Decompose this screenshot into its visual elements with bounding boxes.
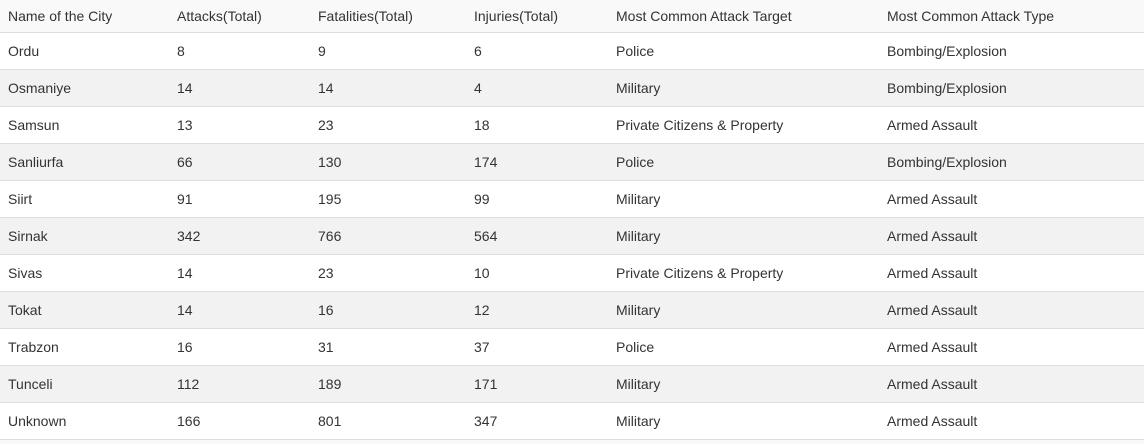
cell-city: Tokat bbox=[0, 291, 169, 329]
cell-attack-type: Armed Assault bbox=[879, 106, 1144, 144]
cell-attack-target: Military bbox=[608, 69, 879, 107]
cell-injuries: 174 bbox=[466, 143, 608, 181]
cell-attacks: 112 bbox=[169, 365, 310, 403]
cell-attacks: 16 bbox=[169, 328, 310, 366]
cell-attack-type: Bombing/Explosion bbox=[879, 32, 1144, 70]
cell-city: Osmaniye bbox=[0, 69, 169, 107]
cell-fatalities: 14 bbox=[310, 69, 466, 107]
table-header: Name of the City Attacks(Total) Fataliti… bbox=[0, 0, 1144, 33]
cell-fatalities: 16 bbox=[310, 291, 466, 329]
cell-city: Samsun bbox=[0, 106, 169, 144]
cell-attack-type: Armed Assault bbox=[879, 217, 1144, 255]
table-row: Trabzon 16 31 37 Police Armed Assault bbox=[0, 328, 1144, 366]
cell-city: Tunceli bbox=[0, 365, 169, 403]
cell-attacks: 342 bbox=[169, 217, 310, 255]
cell-attacks: 66 bbox=[169, 143, 310, 181]
table-row: Samsun 13 23 18 Private Citizens & Prope… bbox=[0, 106, 1144, 144]
table-body: Ordu 8 9 6 Police Bombing/Explosion Osma… bbox=[0, 32, 1144, 440]
header-row: Name of the City Attacks(Total) Fataliti… bbox=[0, 0, 1144, 33]
cell-attacks: 14 bbox=[169, 291, 310, 329]
cell-attack-target: Private Citizens & Property bbox=[608, 106, 879, 144]
cell-attack-target: Police bbox=[608, 143, 879, 181]
cell-attacks: 14 bbox=[169, 254, 310, 292]
cell-city: Sirnak bbox=[0, 217, 169, 255]
cell-injuries: 564 bbox=[466, 217, 608, 255]
cell-injuries: 347 bbox=[466, 402, 608, 440]
cell-attacks: 166 bbox=[169, 402, 310, 440]
cell-attack-target: Military bbox=[608, 180, 879, 218]
table-row: Tokat 14 16 12 Military Armed Assault bbox=[0, 291, 1144, 329]
cell-attack-type: Armed Assault bbox=[879, 180, 1144, 218]
cell-injuries: 12 bbox=[466, 291, 608, 329]
cell-attack-target: Military bbox=[608, 217, 879, 255]
cell-attack-type: Armed Assault bbox=[879, 328, 1144, 366]
cell-city: Siirt bbox=[0, 180, 169, 218]
cell-fatalities: 801 bbox=[310, 402, 466, 440]
cell-fatalities: 23 bbox=[310, 106, 466, 144]
cell-city: Sanliurfa bbox=[0, 143, 169, 181]
cell-fatalities: 9 bbox=[310, 32, 466, 70]
column-header-city[interactable]: Name of the City bbox=[0, 0, 169, 33]
cell-attack-target: Police bbox=[608, 328, 879, 366]
cell-fatalities: 31 bbox=[310, 328, 466, 366]
cell-city: Sivas bbox=[0, 254, 169, 292]
table-row: Sivas 14 23 10 Private Citizens & Proper… bbox=[0, 254, 1144, 292]
cell-injuries: 37 bbox=[466, 328, 608, 366]
cell-fatalities: 130 bbox=[310, 143, 466, 181]
cell-attacks: 14 bbox=[169, 69, 310, 107]
table-row: Unknown 166 801 347 Military Armed Assau… bbox=[0, 402, 1144, 440]
cell-attack-target: Police bbox=[608, 32, 879, 70]
cell-fatalities: 766 bbox=[310, 217, 466, 255]
cell-city: Ordu bbox=[0, 32, 169, 70]
cell-attacks: 13 bbox=[169, 106, 310, 144]
cell-attack-target: Military bbox=[608, 291, 879, 329]
cell-fatalities: 23 bbox=[310, 254, 466, 292]
cell-attack-type: Bombing/Explosion bbox=[879, 69, 1144, 107]
cell-injuries: 4 bbox=[466, 69, 608, 107]
table-row: Ordu 8 9 6 Police Bombing/Explosion bbox=[0, 32, 1144, 70]
cell-attack-type: Bombing/Explosion bbox=[879, 143, 1144, 181]
table-row: Osmaniye 14 14 4 Military Bombing/Explos… bbox=[0, 69, 1144, 107]
cell-attack-target: Private Citizens & Property bbox=[608, 254, 879, 292]
column-header-injuries[interactable]: Injuries(Total) bbox=[466, 0, 608, 33]
cell-injuries: 10 bbox=[466, 254, 608, 292]
table-row: Sirnak 342 766 564 Military Armed Assaul… bbox=[0, 217, 1144, 255]
column-header-fatalities[interactable]: Fatalities(Total) bbox=[310, 0, 466, 33]
cell-injuries: 6 bbox=[466, 32, 608, 70]
cell-attack-target: Military bbox=[608, 365, 879, 403]
column-header-attack-type[interactable]: Most Common Attack Type bbox=[879, 0, 1144, 33]
cell-attack-type: Armed Assault bbox=[879, 291, 1144, 329]
cell-fatalities: 189 bbox=[310, 365, 466, 403]
table-row: Siirt 91 195 99 Military Armed Assault bbox=[0, 180, 1144, 218]
column-header-attacks[interactable]: Attacks(Total) bbox=[169, 0, 310, 33]
cell-attack-type: Armed Assault bbox=[879, 254, 1144, 292]
cell-city: Unknown bbox=[0, 402, 169, 440]
cell-attacks: 8 bbox=[169, 32, 310, 70]
table-row: Sanliurfa 66 130 174 Police Bombing/Expl… bbox=[0, 143, 1144, 181]
column-header-attack-target[interactable]: Most Common Attack Target bbox=[608, 0, 879, 33]
cell-fatalities: 195 bbox=[310, 180, 466, 218]
cell-city: Trabzon bbox=[0, 328, 169, 366]
cell-attacks: 91 bbox=[169, 180, 310, 218]
cell-attack-type: Armed Assault bbox=[879, 365, 1144, 403]
cell-injuries: 18 bbox=[466, 106, 608, 144]
cell-attack-type: Armed Assault bbox=[879, 402, 1144, 440]
table-row: Tunceli 112 189 171 Military Armed Assau… bbox=[0, 365, 1144, 403]
cell-injuries: 99 bbox=[466, 180, 608, 218]
cell-injuries: 171 bbox=[466, 365, 608, 403]
cell-attack-target: Military bbox=[608, 402, 879, 440]
